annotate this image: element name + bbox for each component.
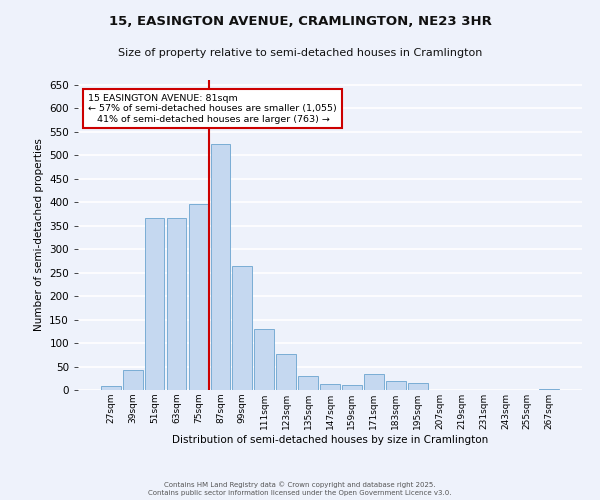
Bar xyxy=(539,388,559,390)
Bar xyxy=(342,386,362,390)
Text: 15, EASINGTON AVENUE, CRAMLINGTON, NE23 3HR: 15, EASINGTON AVENUE, CRAMLINGTON, NE23 … xyxy=(109,15,491,28)
Bar xyxy=(188,204,208,390)
Bar xyxy=(232,266,252,390)
X-axis label: Distribution of semi-detached houses by size in Cramlington: Distribution of semi-detached houses by … xyxy=(172,434,488,444)
Text: 15 EASINGTON AVENUE: 81sqm
← 57% of semi-detached houses are smaller (1,055)
   : 15 EASINGTON AVENUE: 81sqm ← 57% of semi… xyxy=(88,94,337,124)
Text: Size of property relative to semi-detached houses in Cramlington: Size of property relative to semi-detach… xyxy=(118,48,482,58)
Bar xyxy=(320,384,340,390)
Bar xyxy=(386,380,406,390)
Bar xyxy=(276,354,296,390)
Bar xyxy=(211,144,230,390)
Bar xyxy=(167,218,187,390)
Bar xyxy=(254,329,274,390)
Y-axis label: Number of semi-detached properties: Number of semi-detached properties xyxy=(34,138,44,332)
Bar xyxy=(145,218,164,390)
Bar xyxy=(123,370,143,390)
Bar xyxy=(408,383,428,390)
Text: Contains HM Land Registry data © Crown copyright and database right 2025.: Contains HM Land Registry data © Crown c… xyxy=(164,481,436,488)
Bar xyxy=(298,376,318,390)
Text: Contains public sector information licensed under the Open Government Licence v3: Contains public sector information licen… xyxy=(148,490,452,496)
Bar xyxy=(101,386,121,390)
Bar xyxy=(364,374,384,390)
